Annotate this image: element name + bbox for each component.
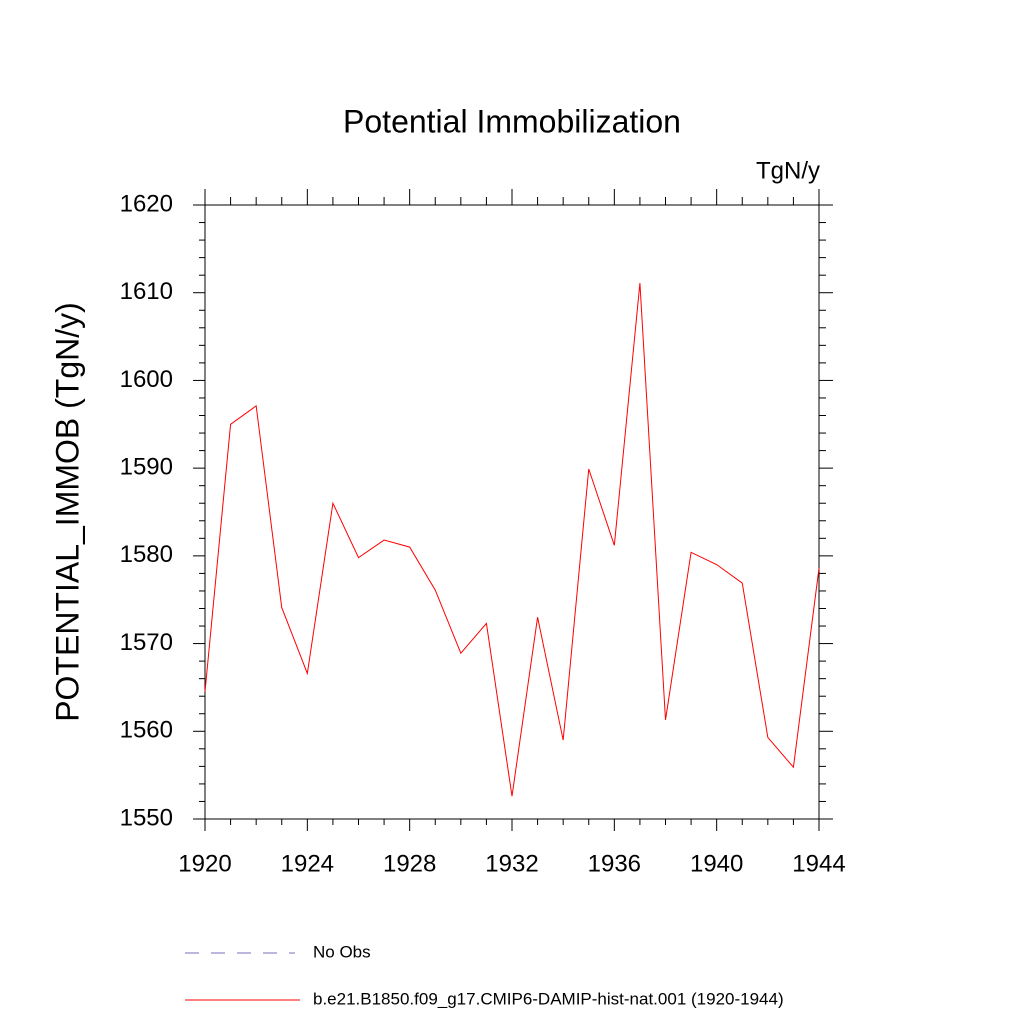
y-tick-label: 1570	[120, 629, 173, 656]
x-tick-label: 1924	[281, 850, 334, 877]
y-tick-label: 1620	[120, 190, 173, 217]
x-tick-label: 1944	[792, 850, 845, 877]
legend-label: No Obs	[313, 942, 371, 961]
x-tick-label: 1936	[588, 850, 641, 877]
y-tick-label: 1560	[120, 717, 173, 744]
legend-label: b.e21.B1850.f09_g17.CMIP6-DAMIP-hist-nat…	[313, 989, 784, 1008]
x-tick-label: 1932	[485, 850, 538, 877]
units-label: TgN/y	[756, 157, 820, 184]
chart-title: Potential Immobilization	[343, 103, 681, 139]
x-tick-label: 1920	[178, 850, 231, 877]
x-tick-label: 1928	[383, 850, 436, 877]
y-axis-label: POTENTIAL_IMMOB (TgN/y)	[49, 302, 85, 722]
y-tick-label: 1580	[120, 541, 173, 568]
x-tick-label: 1940	[690, 850, 743, 877]
y-tick-label: 1590	[120, 453, 173, 480]
y-tick-label: 1550	[120, 804, 173, 831]
data-line	[204, 283, 820, 797]
y-tick-label: 1600	[120, 366, 173, 393]
y-tick-label: 1610	[120, 278, 173, 305]
